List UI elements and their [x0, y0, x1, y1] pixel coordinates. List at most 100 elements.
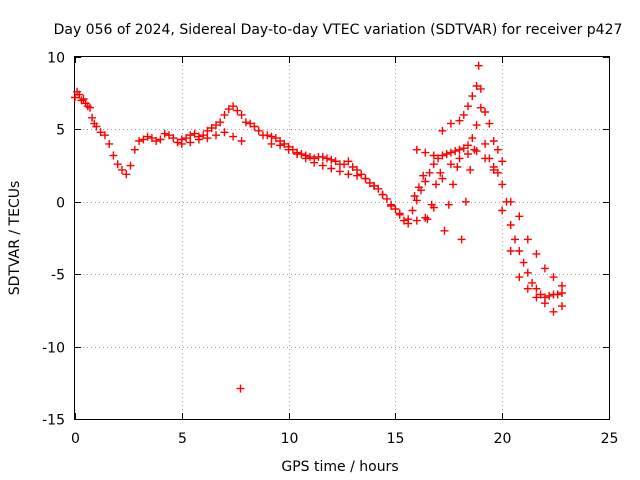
x-tick-label: 20 [494, 431, 512, 447]
data-point [118, 165, 126, 174]
x-tick-label: 5 [178, 431, 187, 447]
data-point [229, 102, 238, 111]
data-point [327, 164, 336, 173]
data-point [481, 154, 490, 163]
data-point [237, 110, 246, 119]
data-point [540, 299, 549, 308]
data-point [75, 90, 84, 99]
data-point [425, 168, 434, 177]
data-point [549, 307, 558, 316]
data-point [532, 249, 541, 258]
data-point [470, 145, 479, 154]
data-point [438, 151, 447, 160]
data-point [438, 126, 447, 135]
data-point [353, 171, 361, 180]
data-point [152, 137, 161, 145]
data-point [306, 152, 314, 161]
x-tick-label: 10 [281, 431, 299, 447]
data-point [427, 200, 436, 209]
data-point [506, 197, 515, 206]
data-point [267, 132, 276, 141]
y-tick-label: -5 [51, 268, 65, 284]
data-point [498, 180, 507, 189]
data-point [408, 206, 417, 215]
data-point [506, 247, 515, 255]
data-point [241, 118, 250, 127]
data-point [423, 215, 432, 224]
data-point [135, 137, 144, 145]
data-point [310, 158, 319, 167]
data-point [186, 131, 195, 140]
data-point [96, 128, 105, 137]
y-tick-label: 0 [56, 196, 65, 212]
data-point [446, 148, 455, 157]
data-point [233, 106, 242, 115]
data-point [412, 216, 421, 225]
data-point [459, 144, 468, 153]
plot-area [74, 56, 610, 420]
data-point [523, 235, 532, 244]
data-point [318, 152, 327, 161]
data-point [553, 290, 562, 299]
data-point [489, 137, 498, 145]
data-point [558, 302, 566, 311]
data-point [254, 126, 263, 135]
data-point [126, 161, 135, 170]
data-point [246, 119, 255, 128]
x-axis-label: GPS time / hours [281, 459, 398, 475]
data-point [444, 200, 453, 209]
data-point [229, 132, 238, 141]
data-point [519, 258, 528, 267]
data-point [476, 103, 485, 112]
data-point [190, 129, 199, 138]
data-point [348, 163, 357, 171]
data-point [474, 61, 483, 70]
data-point [212, 121, 220, 130]
data-point [177, 139, 186, 148]
data-point [451, 147, 460, 156]
data-point [382, 194, 391, 203]
data-points [71, 61, 566, 393]
data-point [280, 139, 289, 148]
data-point [472, 121, 481, 130]
data-point [412, 196, 421, 205]
y-axis-label: SDTVAR / TECUs [7, 181, 23, 296]
data-point [429, 151, 438, 160]
data-point [414, 183, 423, 192]
data-point [344, 170, 353, 179]
data-point [340, 160, 349, 169]
data-point [156, 135, 165, 144]
data-point [532, 284, 541, 293]
x-tick-label: 0 [71, 431, 80, 447]
data-point [515, 273, 524, 282]
data-point [468, 134, 477, 143]
series-sdtvar-outlier [236, 384, 245, 393]
data-point [446, 160, 455, 169]
data-point [143, 132, 152, 141]
data-point [169, 134, 178, 143]
data-point [365, 179, 374, 187]
series-sdtvar-upper-late [412, 61, 566, 290]
data-point [344, 157, 353, 166]
data-point [438, 174, 447, 183]
data-point [457, 235, 466, 244]
data-point [421, 177, 430, 186]
data-point [515, 212, 524, 221]
data-point [361, 174, 370, 183]
data-point [284, 145, 293, 154]
y-tick-label: 5 [56, 123, 65, 139]
data-point [105, 139, 114, 148]
data-point [481, 139, 490, 148]
data-point [536, 290, 545, 299]
data-point [267, 139, 276, 148]
data-point [327, 155, 336, 164]
data-point [331, 157, 340, 166]
data-point [498, 206, 507, 215]
data-point [464, 102, 472, 111]
data-point [271, 134, 280, 143]
data-point [237, 137, 246, 145]
data-point [113, 160, 122, 169]
data-point [109, 151, 118, 160]
series-sdtvar-lower [177, 128, 566, 316]
